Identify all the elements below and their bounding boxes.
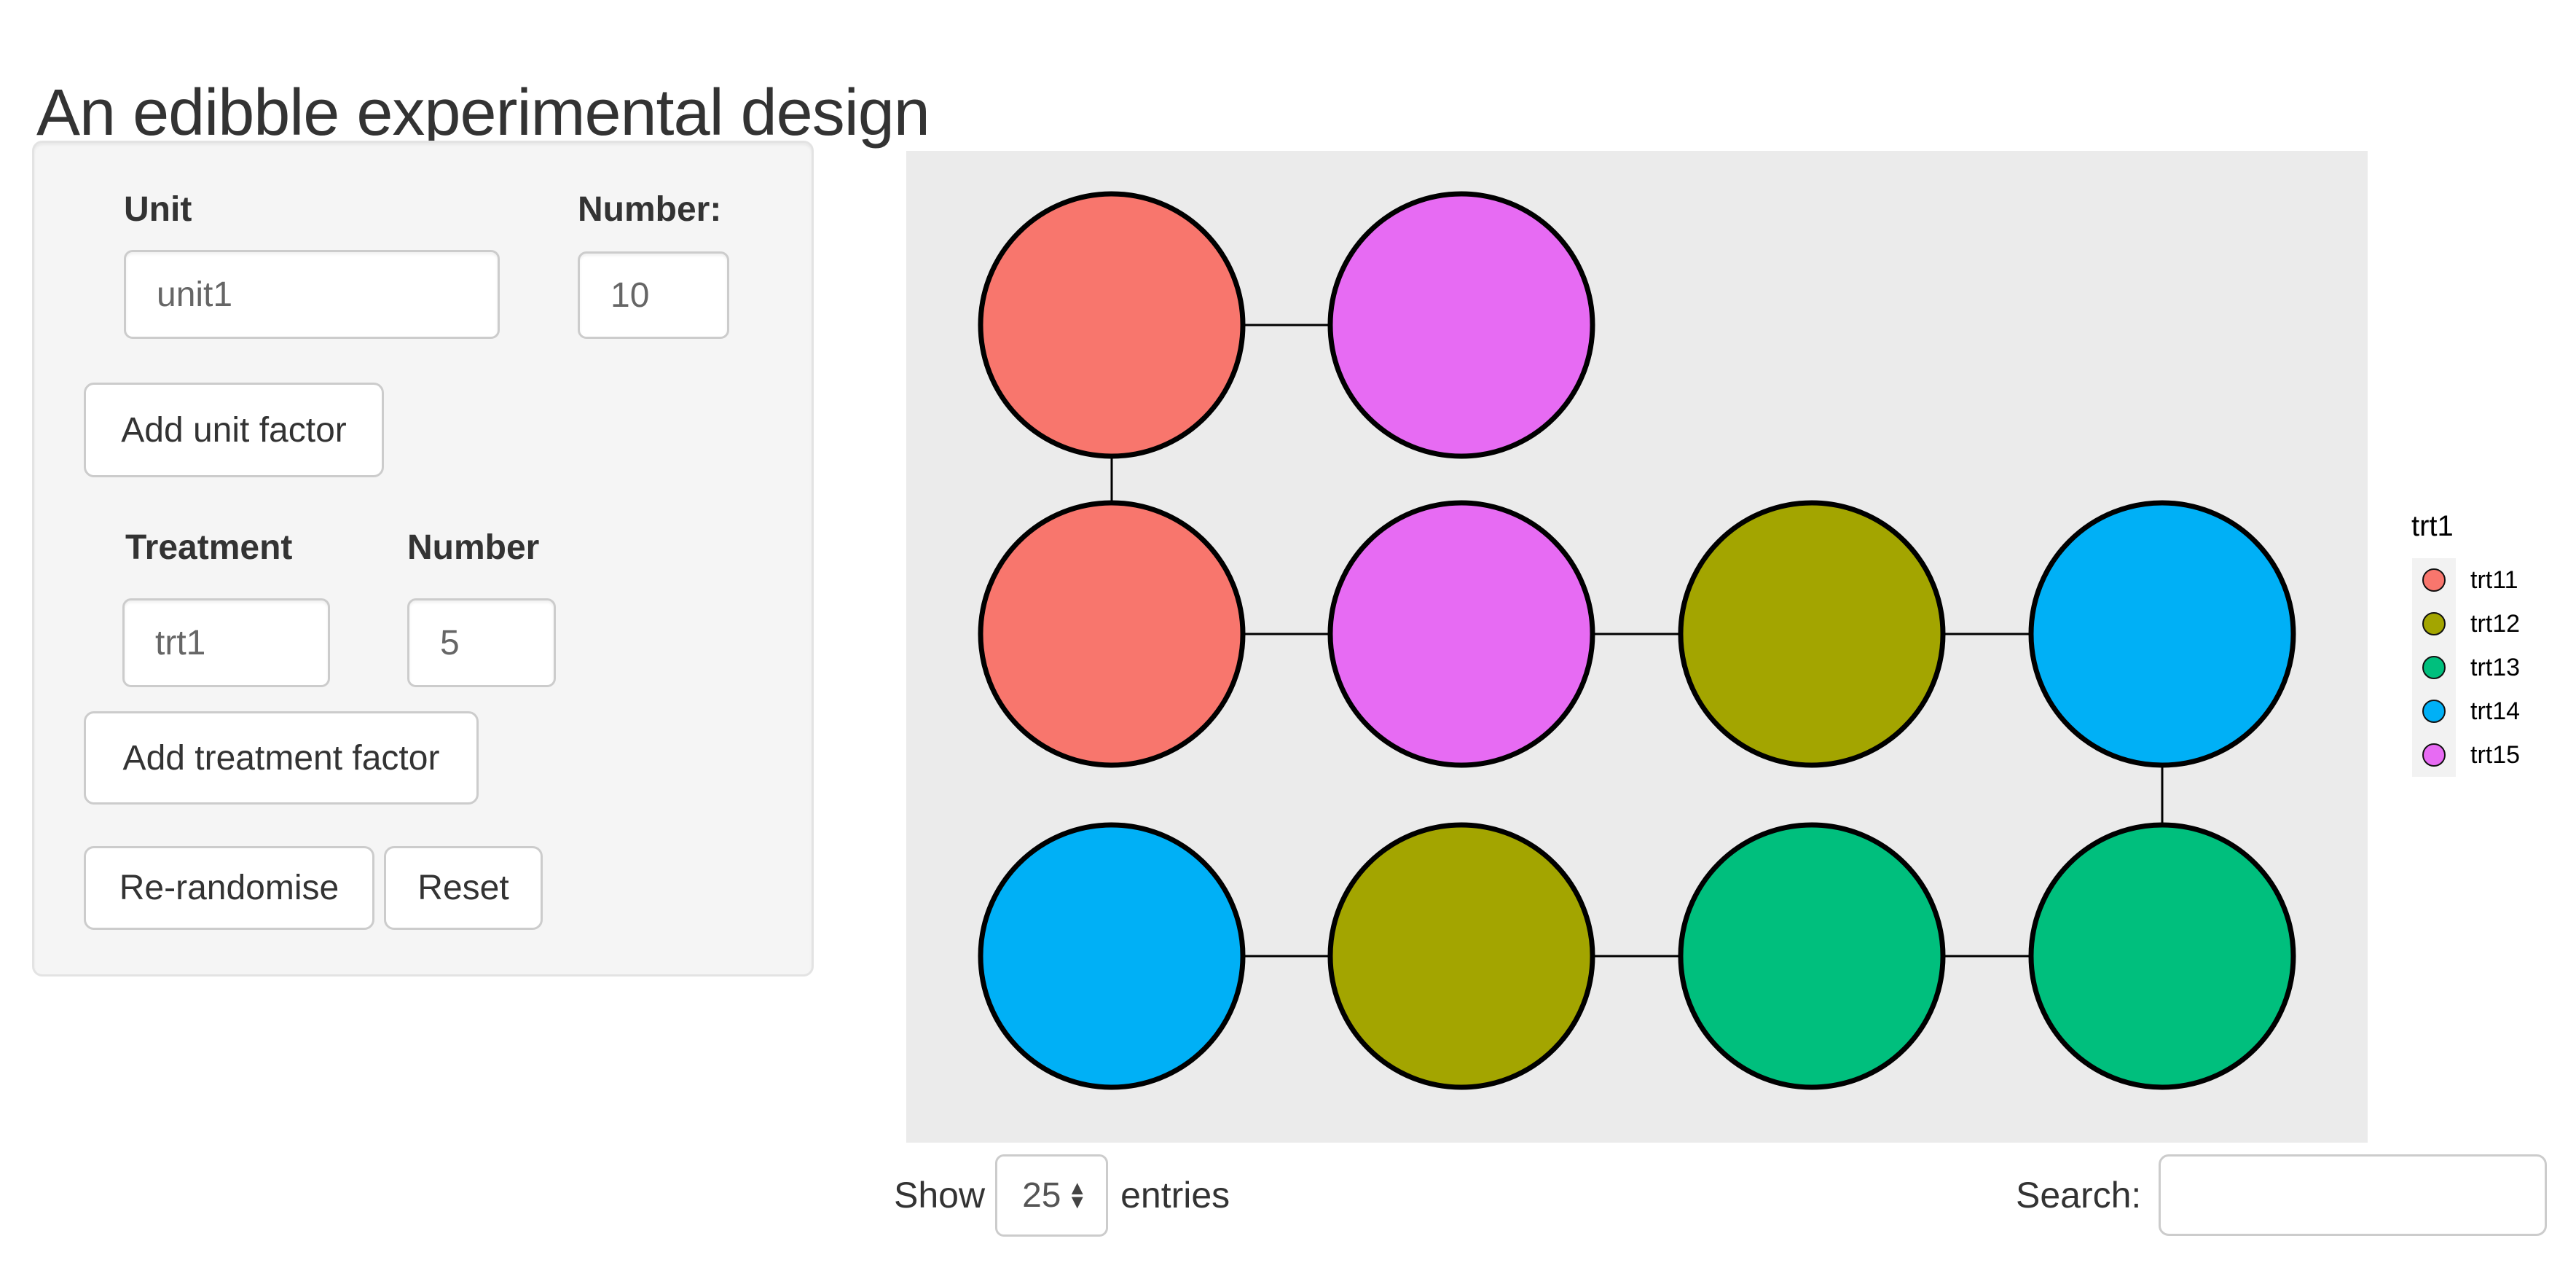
legend-key-background: [2412, 602, 2456, 646]
design-node-trt14: [2028, 500, 2296, 768]
unit-label: Unit: [124, 190, 192, 229]
show-label: Show: [894, 1175, 986, 1216]
design-node-trt13: [2028, 822, 2296, 1090]
control-panel: Unit Number: Add unit factor Treatment N…: [32, 141, 814, 977]
search-input[interactable]: [2159, 1154, 2548, 1236]
design-node-trt12: [1678, 500, 1946, 768]
page-length-select[interactable]: 25 ▲ ▼: [995, 1154, 1109, 1237]
legend: trt11 trt12 trt13 trt14 trt15: [2412, 558, 2520, 777]
legend-key-background: [2412, 646, 2456, 689]
design-node-trt15: [1327, 191, 1595, 459]
design-plot: [906, 151, 2368, 1143]
design-node-trt15: [1327, 500, 1595, 768]
legend-title: trt1: [2411, 510, 2454, 542]
legend-swatch-icon: [2422, 743, 2446, 767]
legend-item-trt14: trt14: [2412, 689, 2520, 733]
legend-label: trt13: [2470, 653, 2521, 681]
treatment-number-label: Number: [407, 528, 540, 567]
design-node-trt14: [978, 822, 1246, 1090]
legend-swatch-icon: [2422, 700, 2446, 723]
reset-button[interactable]: Reset: [384, 846, 543, 930]
legend-label: trt11: [2470, 565, 2518, 594]
add-unit-factor-button[interactable]: Add unit factor: [84, 383, 384, 477]
treatment-number-input[interactable]: [407, 598, 556, 687]
legend-key-background: [2412, 733, 2456, 777]
select-spinner-icon: ▲ ▼: [1067, 1176, 1088, 1213]
unit-number-input[interactable]: [578, 251, 729, 339]
page-length-value: 25: [1022, 1175, 1061, 1215]
design-plot-svg: [978, 191, 2296, 1090]
add-treatment-factor-button[interactable]: Add treatment factor: [84, 711, 479, 805]
legend-swatch-icon: [2422, 612, 2446, 635]
legend-swatch-icon: [2422, 568, 2446, 592]
unit-number-label: Number:: [578, 190, 722, 229]
design-node-trt11: [978, 500, 1246, 768]
legend-swatch-icon: [2422, 656, 2446, 679]
legend-key-background: [2412, 689, 2456, 733]
table-search-control: Search:: [2016, 1153, 2548, 1237]
treatment-name-input[interactable]: [122, 598, 330, 687]
legend-label: trt15: [2470, 740, 2521, 769]
page-title: An edibble experimental design: [36, 77, 930, 150]
legend-key-background: [2412, 558, 2456, 602]
legend-label: trt12: [2470, 609, 2521, 638]
unit-name-input[interactable]: [124, 250, 500, 339]
legend-label: trt14: [2470, 697, 2521, 725]
design-node-trt12: [1327, 822, 1595, 1090]
legend-item-trt12: trt12: [2412, 602, 2520, 646]
treatment-label: Treatment: [125, 528, 293, 567]
legend-item-trt13: trt13: [2412, 646, 2520, 689]
rerandomise-button[interactable]: Re-randomise: [84, 846, 374, 930]
entries-label: entries: [1120, 1175, 1230, 1216]
legend-item-trt15: trt15: [2412, 733, 2520, 777]
search-label: Search:: [2016, 1175, 2142, 1216]
legend-item-trt11: trt11: [2412, 558, 2520, 602]
design-node-trt13: [1678, 822, 1946, 1090]
design-node-trt11: [978, 191, 1246, 459]
table-length-control: Show 25 ▲ ▼ entries: [894, 1153, 1230, 1237]
